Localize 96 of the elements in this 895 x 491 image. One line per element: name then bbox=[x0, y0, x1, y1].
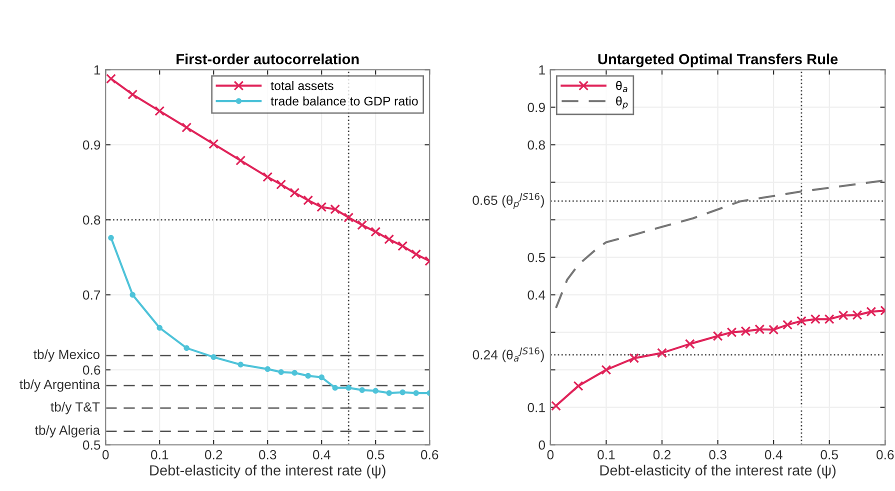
y-tick-label: 0.1 bbox=[528, 402, 545, 412]
y-tick-label: 1 bbox=[94, 65, 100, 75]
point bbox=[357, 220, 368, 230]
point bbox=[400, 389, 406, 396]
point bbox=[156, 324, 163, 331]
point bbox=[262, 172, 273, 182]
x-tick-label: 0.3 bbox=[709, 450, 726, 460]
y-tick-label: 0.5 bbox=[82, 440, 100, 450]
chart-title: First-order autocorrelation bbox=[176, 54, 359, 64]
x-axis-title: Debt-elasticity of the interest rate (ψ) bbox=[150, 464, 386, 478]
point bbox=[838, 310, 848, 320]
x-tick-label: 0.4 bbox=[312, 450, 330, 460]
x-tick-label: 0.1 bbox=[598, 450, 615, 460]
legend-label: θ$_{a}$ bbox=[616, 80, 628, 92]
point bbox=[810, 314, 820, 324]
legend-label: θ$_{p}$ bbox=[616, 96, 628, 110]
point bbox=[210, 354, 217, 360]
point bbox=[384, 234, 394, 244]
x-axis-title: Debt-elasticity of the interest rate (ψ) bbox=[600, 464, 836, 478]
point bbox=[184, 345, 190, 351]
y-tick-label: 0.9 bbox=[528, 102, 545, 112]
point bbox=[278, 369, 284, 375]
x-tick-label: 0.2 bbox=[204, 450, 222, 460]
legend-label: total assets bbox=[270, 80, 334, 90]
point bbox=[852, 310, 862, 320]
point bbox=[292, 370, 298, 376]
y-tick-label: 0.9 bbox=[82, 140, 100, 150]
point bbox=[130, 292, 136, 298]
x-tick-label: 0.5 bbox=[820, 450, 838, 460]
y-tick-label: 0.8 bbox=[82, 215, 100, 225]
point bbox=[106, 74, 116, 84]
x-tick-label: 0.1 bbox=[150, 450, 168, 460]
x-tick-label: 0.5 bbox=[366, 450, 384, 460]
point bbox=[370, 226, 381, 237]
point bbox=[305, 372, 312, 379]
x-tick-label: 0 bbox=[102, 450, 109, 460]
point bbox=[866, 306, 876, 317]
point bbox=[332, 384, 338, 391]
point bbox=[413, 390, 420, 396]
point bbox=[684, 338, 695, 349]
ref-line-label: 0.24 (θ$_{a}$$^{JS16}$) bbox=[472, 347, 544, 362]
x-tick-label: 0.6 bbox=[420, 450, 438, 460]
y-tick-label: 0.8 bbox=[528, 140, 545, 150]
y-tick-label: 1 bbox=[539, 65, 545, 75]
x-tick-label: 0.2 bbox=[653, 450, 671, 460]
point bbox=[372, 388, 379, 394]
point bbox=[573, 380, 584, 391]
x-tick-label: 0.4 bbox=[764, 450, 782, 460]
y-tick-label: 0.7 bbox=[82, 290, 100, 300]
point bbox=[264, 366, 271, 372]
point bbox=[726, 327, 737, 338]
point bbox=[712, 331, 723, 342]
x-tick-label: 0.6 bbox=[876, 450, 894, 460]
point bbox=[740, 326, 751, 336]
point bbox=[108, 234, 114, 241]
ref-line-label: 0.65 (θ$_{p}$$^{JS16}$) bbox=[472, 192, 544, 209]
y-tick-label: 0 bbox=[538, 440, 546, 450]
point bbox=[551, 400, 562, 411]
ref-line-label: tb/y Argentina bbox=[20, 379, 100, 392]
y-tick-label: 0.4 bbox=[528, 290, 546, 300]
point bbox=[316, 202, 327, 212]
point bbox=[398, 241, 408, 252]
point bbox=[824, 314, 834, 324]
point bbox=[346, 384, 352, 391]
point bbox=[601, 364, 612, 375]
point bbox=[128, 89, 138, 100]
point bbox=[330, 204, 340, 214]
point bbox=[303, 195, 314, 206]
point bbox=[344, 212, 354, 223]
point bbox=[754, 324, 765, 334]
point bbox=[290, 188, 300, 198]
point bbox=[629, 353, 640, 364]
x-tick-label: 0 bbox=[547, 450, 554, 460]
point bbox=[782, 320, 793, 330]
point bbox=[657, 348, 668, 358]
ref-line-label: tb/y T&T bbox=[50, 402, 100, 414]
point bbox=[318, 374, 325, 380]
point bbox=[154, 106, 165, 116]
point bbox=[386, 390, 392, 396]
point bbox=[208, 138, 219, 149]
x-tick-label: 0.3 bbox=[258, 450, 276, 460]
ref-line-label: tb/y Algeria bbox=[34, 425, 100, 438]
point bbox=[359, 387, 366, 393]
line-series bbox=[554, 179, 886, 309]
point bbox=[238, 362, 244, 368]
y-tick-label: 0.6 bbox=[82, 365, 100, 375]
point bbox=[182, 122, 192, 132]
chart-title: Untargeted Optimal Transfers Rule bbox=[598, 54, 838, 68]
legend-label: trade balance to GDP ratio bbox=[270, 96, 418, 106]
ref-line-label: tb/y Mexico bbox=[34, 349, 100, 362]
point bbox=[768, 324, 779, 335]
point bbox=[236, 156, 246, 166]
point bbox=[276, 180, 286, 190]
point bbox=[411, 249, 422, 260]
point bbox=[796, 316, 806, 326]
y-tick-label: 0.5 bbox=[528, 252, 546, 262]
